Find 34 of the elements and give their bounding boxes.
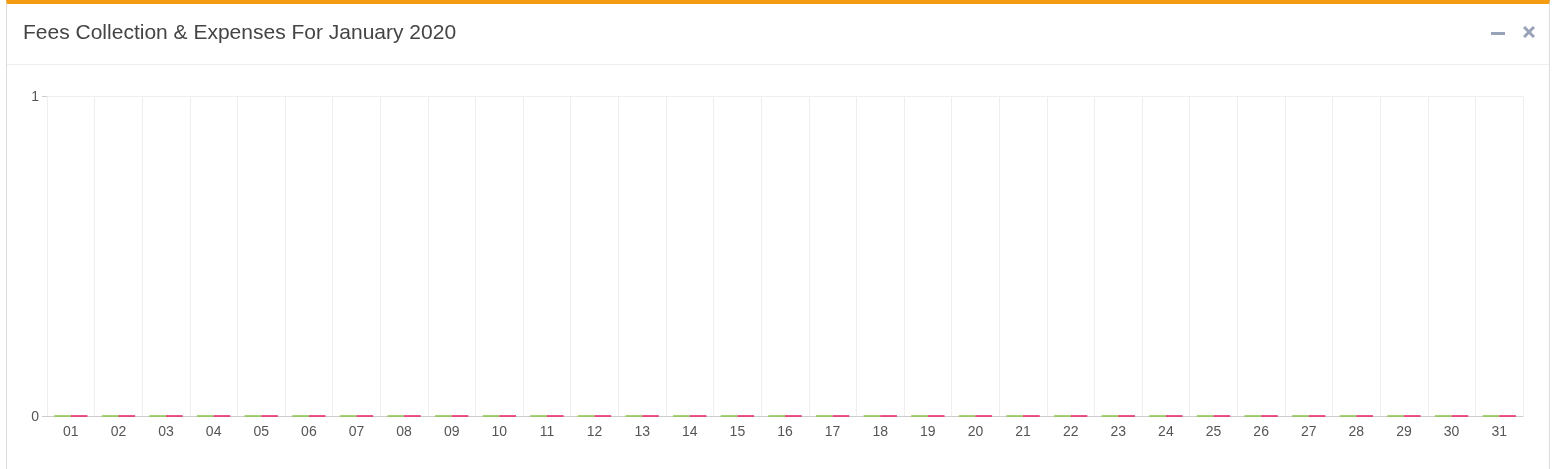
x-tick-label: 08 (396, 423, 413, 439)
x-tick-label: 11 (539, 423, 555, 439)
x-tick-label: 07 (348, 423, 365, 439)
x-tick-label: 25 (1205, 423, 1222, 439)
x-tick-label: 18 (872, 423, 889, 439)
x-tick-label: 10 (491, 423, 508, 439)
x-tick-label: 22 (1062, 423, 1079, 439)
x-tick-label: 30 (1443, 423, 1460, 439)
x-tick-label: 16 (777, 423, 793, 439)
x-tick-label: 15 (729, 423, 746, 439)
y-tick-label: 1 (31, 88, 40, 104)
y-tick-label: 0 (31, 408, 40, 424)
x-tick-label: 03 (158, 423, 175, 439)
x-tick-label: 06 (301, 423, 317, 439)
x-tick-label: 21 (1015, 423, 1032, 439)
x-tick-label: 14 (681, 423, 698, 439)
x-tick-label: 20 (967, 423, 984, 439)
x-tick-label: 17 (824, 423, 841, 439)
x-tick-label: 31 (1491, 423, 1508, 439)
x-tick-label: 26 (1253, 423, 1270, 439)
x-tick-label: 02 (110, 423, 127, 439)
chart-title: Fees Collection & Expenses For January 2020 (23, 20, 457, 44)
x-tick-label: 04 (205, 423, 222, 439)
x-tick-label: 09 (443, 423, 460, 439)
x-tick-label: 19 (920, 423, 936, 439)
x-tick-label: 23 (1110, 423, 1127, 439)
x-tick-label: 29 (1396, 423, 1412, 439)
x-tick-label: 01 (63, 423, 79, 439)
x-tick-label: 13 (634, 423, 651, 439)
x-tick-label: 24 (1158, 423, 1174, 439)
x-tick-label: 28 (1348, 423, 1365, 439)
x-tick-label: 05 (253, 423, 270, 439)
x-tick-label: 12 (586, 423, 603, 439)
x-tick-label: 27 (1300, 423, 1317, 439)
